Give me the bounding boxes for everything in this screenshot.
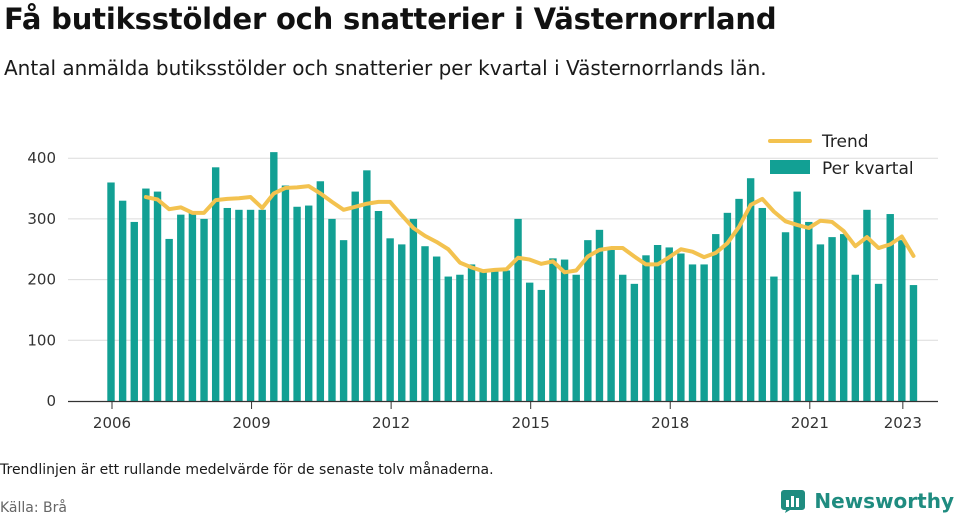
bar bbox=[642, 255, 650, 401]
bar bbox=[107, 182, 115, 401]
brand-name: Newsworthy bbox=[814, 489, 954, 513]
chart-subtitle: Antal anmälda butiksstölder och snatteri… bbox=[4, 56, 767, 80]
bar bbox=[677, 253, 685, 401]
bar bbox=[409, 218, 418, 401]
axes: 2006 2009 2012 2015 2018 2021 2023 bbox=[68, 400, 938, 432]
bar bbox=[537, 289, 546, 401]
y-tick-label: 0 bbox=[46, 392, 56, 410]
bar bbox=[863, 209, 871, 401]
bar bbox=[619, 274, 627, 401]
x-tick-label: 2018 bbox=[651, 414, 689, 432]
trend-line bbox=[143, 184, 916, 275]
footnote: Trendlinjen är ett rullande medelvärde f… bbox=[0, 462, 494, 478]
bar bbox=[700, 264, 708, 401]
bar bbox=[630, 283, 639, 401]
bar bbox=[363, 170, 371, 401]
bar bbox=[293, 206, 301, 401]
bar bbox=[374, 211, 383, 401]
bar bbox=[211, 167, 220, 401]
source-text: Källa: Brå bbox=[0, 500, 67, 516]
legend-trend-label: Trend bbox=[821, 132, 869, 152]
legend-bar-swatch bbox=[770, 160, 810, 174]
bar bbox=[735, 198, 743, 401]
bar bbox=[525, 282, 534, 401]
bar bbox=[758, 207, 766, 401]
bar bbox=[142, 188, 150, 401]
bar bbox=[479, 270, 487, 401]
bar bbox=[874, 283, 883, 401]
bar bbox=[258, 209, 266, 401]
bar bbox=[305, 205, 313, 401]
bar bbox=[118, 200, 127, 401]
bar bbox=[514, 218, 522, 401]
bar bbox=[746, 178, 755, 401]
bar bbox=[421, 246, 429, 401]
bar bbox=[456, 274, 464, 401]
bar bbox=[653, 245, 662, 401]
bar bbox=[560, 259, 569, 401]
x-tick-label: 2012 bbox=[372, 414, 410, 432]
bar bbox=[223, 207, 231, 401]
grid-lines: 0 100 200 300 400 bbox=[27, 149, 938, 410]
y-tick-label: 400 bbox=[27, 149, 56, 167]
bar bbox=[665, 247, 673, 401]
legend-bar-label: Per kvartal bbox=[822, 159, 914, 179]
bar bbox=[398, 244, 406, 401]
x-tick-label: 2009 bbox=[232, 414, 270, 432]
bar bbox=[793, 191, 801, 401]
y-tick-label: 200 bbox=[27, 271, 56, 289]
y-tick-label: 300 bbox=[27, 210, 56, 228]
bar bbox=[177, 214, 185, 401]
bar bbox=[607, 249, 615, 401]
bar bbox=[491, 270, 499, 401]
x-tick-label: 2006 bbox=[93, 414, 131, 432]
chart-title: Få butiksstölder och snatterier i Väster… bbox=[4, 2, 777, 36]
bar bbox=[549, 258, 557, 402]
bar bbox=[188, 212, 197, 401]
bar bbox=[688, 264, 697, 401]
bar bbox=[165, 238, 173, 401]
trend-series bbox=[143, 184, 916, 275]
bar bbox=[200, 218, 208, 401]
bar bbox=[584, 240, 592, 401]
x-tick-label: 2023 bbox=[884, 414, 922, 432]
bar bbox=[386, 238, 394, 401]
bar bbox=[712, 234, 720, 401]
bar bbox=[572, 274, 580, 401]
x-tick-label: 2021 bbox=[791, 414, 829, 432]
bar bbox=[153, 191, 162, 401]
x-tick-label: 2015 bbox=[512, 414, 550, 432]
bar bbox=[828, 237, 836, 401]
y-tick-label: 100 bbox=[27, 331, 56, 349]
bar bbox=[839, 234, 848, 401]
bar bbox=[270, 152, 278, 401]
bar bbox=[444, 276, 452, 401]
bar bbox=[595, 229, 604, 401]
brand-logo: Newsworthy bbox=[780, 488, 954, 514]
bar bbox=[328, 218, 336, 401]
bar bbox=[339, 240, 348, 401]
bar bbox=[235, 209, 243, 401]
bar bbox=[246, 209, 255, 401]
bar bbox=[805, 221, 813, 401]
bar bbox=[851, 274, 860, 401]
bar bbox=[723, 212, 732, 401]
bar bbox=[130, 221, 138, 401]
bar bbox=[502, 270, 511, 401]
bar-chart-logo-icon bbox=[781, 490, 806, 513]
bar bbox=[281, 185, 290, 401]
bar bbox=[886, 214, 894, 401]
bar-series bbox=[107, 152, 918, 402]
bar bbox=[351, 191, 359, 401]
bar bbox=[909, 285, 918, 401]
legend: Trend Per kvartal bbox=[768, 132, 914, 179]
bar bbox=[898, 240, 906, 401]
bar bbox=[770, 276, 778, 401]
bar bbox=[432, 256, 441, 401]
bar bbox=[316, 181, 325, 401]
bar bbox=[816, 244, 825, 401]
bar bbox=[467, 264, 476, 401]
bar bbox=[781, 232, 790, 401]
